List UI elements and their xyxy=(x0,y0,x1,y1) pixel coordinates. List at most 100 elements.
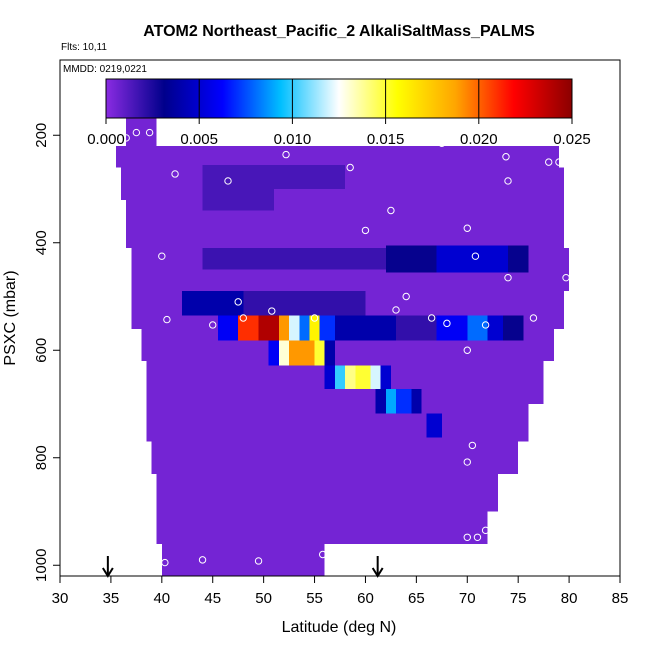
sample-point xyxy=(473,533,482,541)
sample-point xyxy=(198,556,207,564)
sample-point xyxy=(463,458,471,466)
sample-point xyxy=(562,273,570,282)
y-axis: 200 400 600 800 1000 xyxy=(33,123,60,582)
dates-note: MMDD: 0219,0221 xyxy=(63,64,147,75)
x-tick-label: 75 xyxy=(510,590,527,607)
sample-point xyxy=(161,558,169,567)
sample-point xyxy=(427,314,436,322)
sample-point xyxy=(463,224,471,232)
heatmap-cell xyxy=(385,388,396,414)
sample-point xyxy=(468,441,477,450)
plot-frame xyxy=(59,59,621,577)
sample-point xyxy=(234,298,242,306)
sample-point xyxy=(268,307,276,315)
x-tick-label: 70 xyxy=(459,590,476,607)
heatmap-cell xyxy=(334,365,346,389)
sample-point xyxy=(438,139,446,148)
x-tick-label: 85 xyxy=(612,590,629,607)
heatmap-cell xyxy=(202,164,346,189)
heatmap-cell xyxy=(324,340,335,366)
sample-point xyxy=(361,226,370,235)
heatmap-cell xyxy=(278,340,290,366)
sample-point xyxy=(392,306,400,314)
sample-point xyxy=(158,252,166,260)
x-tick-label: 30 xyxy=(52,590,69,607)
heatmap-background-cell xyxy=(156,473,498,512)
y-tick-label: 400 xyxy=(33,230,50,255)
sample-point xyxy=(529,314,538,322)
heatmap-cell xyxy=(314,340,325,366)
sample-point xyxy=(145,128,154,137)
sample-point xyxy=(122,134,130,142)
heatmap-cell xyxy=(487,315,503,341)
chart-title: ATOM2 Northeast_Pacific_2 AlkaliSaltMass… xyxy=(143,23,535,40)
x-axis: 30 35 40 45 50 55 60 65 70 75 80 85 xyxy=(52,576,629,607)
colorbar-tick-label: 0.000 xyxy=(87,131,125,148)
heatmap-cell xyxy=(299,315,310,341)
heatmap-cell xyxy=(324,365,335,389)
heatmap-background-cell xyxy=(116,146,559,168)
x-tick-label: 35 xyxy=(103,590,120,607)
sample-point xyxy=(224,177,232,185)
sample-point xyxy=(502,153,510,161)
heatmap-cell xyxy=(334,315,396,341)
x-tick-label: 80 xyxy=(561,590,578,607)
heatmap-cell xyxy=(411,388,422,414)
heatmap-cell xyxy=(508,245,529,273)
x-tick-label: 60 xyxy=(357,590,374,607)
y-tick-label: 800 xyxy=(33,445,50,470)
sample-point xyxy=(310,314,319,322)
colorbar-tick-label: 0.005 xyxy=(180,131,218,148)
heatmap-cell xyxy=(467,315,488,341)
sample-point xyxy=(132,128,141,137)
heatmap-cell xyxy=(182,291,244,316)
colorbar-tick-label: 0.025 xyxy=(553,131,591,148)
y-tick-label: 1000 xyxy=(33,549,50,582)
sample-point xyxy=(318,550,327,559)
heatmap-background-cell xyxy=(161,543,325,576)
y-tick-label: 200 xyxy=(33,123,50,148)
flights-note: Flts: 10,11 xyxy=(61,42,107,53)
x-tick-label: 55 xyxy=(306,590,323,607)
heatmap-cell xyxy=(370,365,381,389)
heatmap-cell xyxy=(202,189,274,211)
sample-point xyxy=(209,321,217,329)
sample-point xyxy=(471,252,480,260)
heatmap-cell xyxy=(278,315,290,341)
heatmap-cell xyxy=(202,248,386,270)
y-tick-label: 600 xyxy=(33,338,50,363)
heatmap-cell xyxy=(309,315,320,341)
sample-point xyxy=(443,319,451,328)
sample-point xyxy=(402,292,410,301)
x-tick-label: 45 xyxy=(204,590,221,607)
heatmap-cell xyxy=(502,315,524,341)
heatmap-cell xyxy=(426,413,442,438)
colorbar-tick-label: 0.020 xyxy=(460,131,498,148)
x-tick-label: 40 xyxy=(153,590,170,607)
sample-point xyxy=(254,557,263,565)
sample-points-layer xyxy=(107,128,570,567)
sample-point xyxy=(239,314,247,322)
heatmap-cell xyxy=(375,388,386,414)
sample-point xyxy=(163,315,171,324)
heatmap-cell xyxy=(238,315,259,341)
heatmap-background-cell xyxy=(146,404,529,442)
sample-point xyxy=(171,170,179,178)
colorbar-ticks: 0.000 0.005 0.010 0.015 0.020 0.025 xyxy=(87,79,591,148)
heatmap-cell xyxy=(396,315,437,341)
colorbar-tick-label: 0.015 xyxy=(367,131,405,148)
sample-point xyxy=(504,177,512,185)
heatmap-cell xyxy=(436,315,468,341)
heatmap-cell xyxy=(396,388,412,414)
sample-point xyxy=(481,321,490,329)
colorbar-tick-label: 0.010 xyxy=(274,131,312,148)
sample-point xyxy=(387,206,395,215)
sample-point xyxy=(481,526,490,535)
x-tick-label: 65 xyxy=(408,590,425,607)
heatmap-cell xyxy=(258,315,279,341)
sample-point xyxy=(463,533,471,541)
sample-point xyxy=(545,158,553,166)
heatmap-cell xyxy=(385,245,437,273)
